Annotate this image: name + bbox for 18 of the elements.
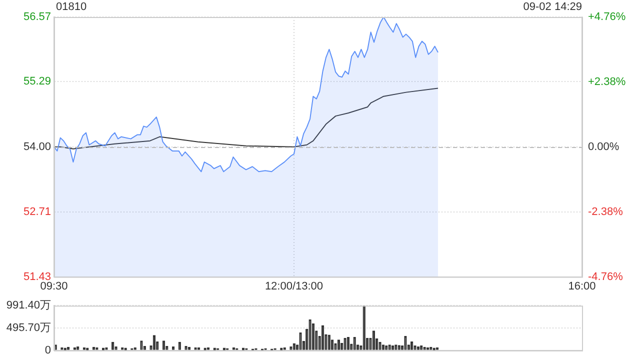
y2-tick-label: -2.38% [588,206,624,218]
y-tick-label: 0 [44,344,51,356]
x-tick-label: 16:00 [568,280,596,292]
y-tick-label: 54.00 [23,140,51,153]
y-tick-label: 55.29 [23,76,51,88]
y2-tick-label: +2.38% [588,76,626,88]
text: 09-02 14:29 [523,1,582,13]
y-tick-label: 51.43 [23,270,51,283]
y2-tick-label: -4.76% [588,270,624,283]
y-tick-label: 991.40万 [6,300,51,312]
y2-tick-label: +4.76% [588,11,626,24]
y-tick-label: 52.71 [23,206,51,218]
chart-title: 01810 [56,1,87,13]
y-tick-label: 56.57 [23,11,51,24]
y-tick-label: 495.70万 [6,322,51,334]
y2-tick-label: 0.00% [588,140,620,153]
x-tick-label: 09:30 [40,280,68,292]
x-tick-label: 12:00/13:00 [264,280,324,292]
